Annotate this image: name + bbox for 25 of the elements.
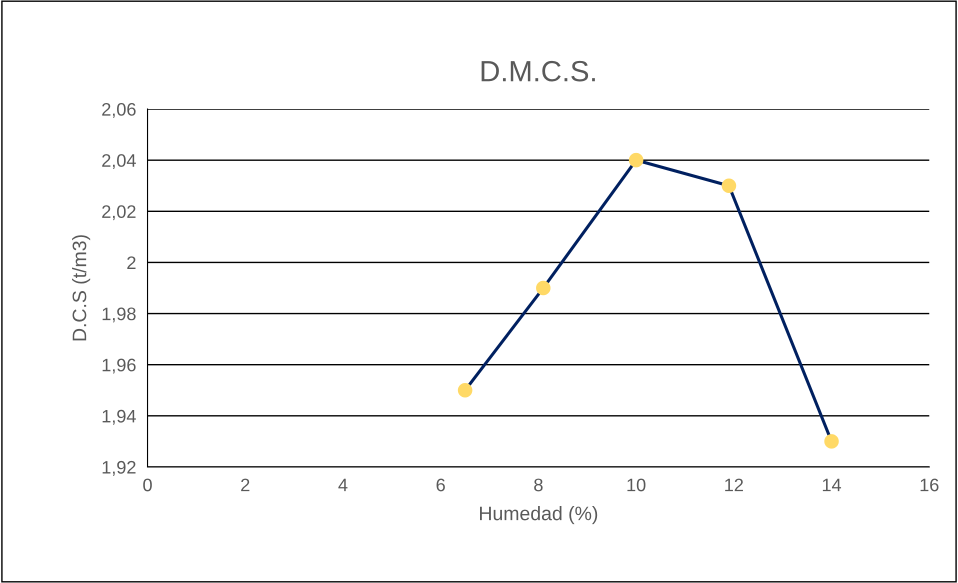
- x-tick-label: 12: [725, 478, 743, 492]
- point: [458, 383, 472, 398]
- y-tick-label: 2,02: [102, 205, 136, 220]
- point: [536, 280, 551, 296]
- point: [824, 434, 839, 449]
- x-tick-label: 14: [822, 478, 842, 492]
- x-tick-label: 10: [627, 478, 646, 492]
- y-tick-label: 1,98: [102, 308, 136, 322]
- point: [722, 178, 736, 193]
- x-tick-label: 6: [436, 478, 445, 492]
- y-tick-label: 1,96: [102, 358, 136, 374]
- y-tick-label: 1,92: [102, 460, 136, 476]
- x-tick-label: 8: [534, 478, 543, 492]
- x-tick-label: 0: [143, 478, 152, 492]
- x-axis-title: Humedad (%): [480, 506, 598, 524]
- y-tick-label: 2,06: [102, 102, 136, 118]
- y-tick-label: 2,04: [102, 154, 136, 170]
- x-tick-label: 16: [920, 478, 939, 492]
- chart-title: D.M.C.S.: [482, 60, 595, 82]
- y-axis-title: D.C.S (t/m3): [72, 235, 90, 340]
- x-tick-label: 2: [241, 478, 250, 492]
- point: [628, 152, 644, 168]
- x-tick-label: 4: [338, 478, 348, 492]
- y-tick-label: 1,94: [102, 410, 136, 425]
- y-tick-label: 2: [127, 256, 136, 269]
